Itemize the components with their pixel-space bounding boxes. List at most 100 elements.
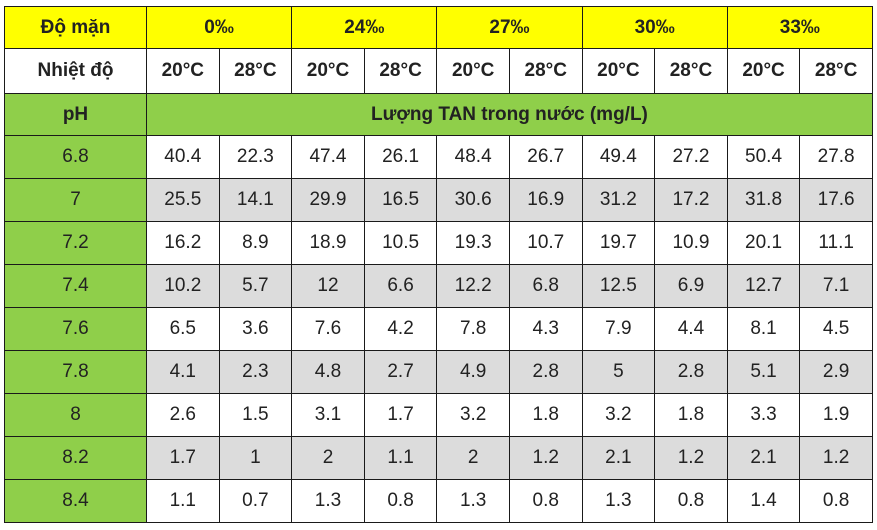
tan-value-cell: 30.6 [436,178,510,222]
tan-value-cell: 2.6 [146,393,220,437]
ph-value: 7.8 [4,350,147,394]
tan-value-cell: 1.8 [654,393,728,437]
tan-table: Độ mặn 0‰ 24‰ 27‰ 30‰ 33‰ Nhiệt độ 20°C … [4,6,873,523]
temperature-header: 20°C [581,48,656,94]
temperature-header: 28°C [654,48,728,94]
tan-value-cell: 12.5 [581,264,656,308]
table-row: 7.8 4.1 2.3 4.8 2.7 4.9 2.8 5 2.8 5.1 2.9 [4,350,873,394]
tan-value-cell: 50.4 [726,135,801,179]
tan-value-cell: 4.1 [146,350,220,394]
tan-value-cell: 1.3 [581,479,656,523]
tan-value-cell: 20.1 [726,221,801,265]
temperature-row: Nhiệt độ 20°C 28°C 20°C 28°C 20°C 28°C 2… [4,48,873,94]
tan-value-cell: 12.7 [726,264,801,308]
salinity-header: 33‰ [726,6,873,49]
tan-value-cell: 5 [581,350,656,394]
table-row: 6.8 40.4 22.3 47.4 26.1 48.4 26.7 49.4 27.2 50.4 2… [4,135,873,179]
tan-value-cell: 19.7 [581,221,656,265]
table-row: 7.6 6.5 3.6 7.6 4.2 7.8 4.3 7.9 4.4 8.1 4.5 [4,307,873,351]
temperature-header: 28°C [363,48,438,94]
table-row: 8.2 1.7 1 2 1.1 2 1.2 2.1 1.2 2.1 1.2 [4,436,873,480]
ph-value: 8.4 [4,479,147,523]
tan-value-cell: 11.1 [799,221,873,265]
tan-value-cell: 2 [291,436,365,480]
tan-value-cell: 7.6 [291,307,365,351]
tan-value-cell: 12.2 [436,264,510,308]
subheader-row: pH Lượng TAN trong nước (mg/L) [4,93,873,136]
tan-value-cell: 2.3 [218,350,293,394]
temperature-label: Nhiệt độ [4,48,147,94]
salinity-row: Độ mặn 0‰ 24‰ 27‰ 30‰ 33‰ [4,6,873,49]
tan-value-cell: 8.1 [726,307,801,351]
tan-value-cell: 1.2 [799,436,873,480]
tan-value-cell: 17.2 [654,178,728,222]
tan-value-cell: 4.4 [654,307,728,351]
tan-value-cell: 47.4 [291,135,365,179]
tan-value-cell: 1.2 [508,436,583,480]
tan-value-cell: 14.1 [218,178,293,222]
tan-value-cell: 1.3 [291,479,365,523]
tan-value-cell: 18.9 [291,221,365,265]
table-row: 7.4 10.2 5.7 12 6.6 12.2 6.8 12.5 6.9 12.7 7.1 [4,264,873,308]
tan-value-cell: 10.5 [363,221,438,265]
tan-value-cell: 16.2 [146,221,220,265]
temperature-header: 28°C [799,48,873,94]
tan-value-cell: 1.9 [799,393,873,437]
tan-value-cell: 1.7 [363,393,438,437]
tan-value-cell: 3.1 [291,393,365,437]
ph-value: 6.8 [4,135,147,179]
tan-value-cell: 10.9 [654,221,728,265]
tan-value-cell: 25.5 [146,178,220,222]
table-row: 8.4 1.1 0.7 1.3 0.8 1.3 0.8 1.3 0.8 1.4 0.8 [4,479,873,523]
tan-value-cell: 31.8 [726,178,801,222]
ph-value: 7.6 [4,307,147,351]
tan-value-cell: 40.4 [146,135,220,179]
tan-value-cell: 1.3 [436,479,510,523]
tan-value-cell: 6.6 [363,264,438,308]
salinity-header: 0‰ [145,6,293,49]
tan-value-cell: 1.8 [508,393,583,437]
tan-value-cell: 1.5 [218,393,293,437]
tan-value-cell: 2 [436,436,510,480]
ph-label: pH [4,93,147,136]
tan-value-cell: 27.2 [654,135,728,179]
tan-value-cell: 29.9 [291,178,365,222]
ph-value: 8.2 [4,436,147,480]
tan-value-cell: 22.3 [218,135,293,179]
tan-value-cell: 6.8 [508,264,583,308]
table-row: 7 25.5 14.1 29.9 16.5 30.6 16.9 31.2 17.2 31.8 17.… [4,178,873,222]
temperature-header: 20°C [146,48,220,94]
tan-value-cell: 4.5 [799,307,873,351]
tan-value-cell: 10.2 [146,264,220,308]
tan-value-cell: 26.1 [363,135,438,179]
tan-value-cell: 31.2 [581,178,656,222]
tan-value-cell: 10.7 [508,221,583,265]
temperature-header: 28°C [218,48,293,94]
tan-value-cell: 1.2 [654,436,728,480]
tan-value-cell: 12 [291,264,365,308]
tan-value-cell: 2.8 [654,350,728,394]
tan-value-cell: 5.1 [726,350,801,394]
tan-value-cell: 1.4 [726,479,801,523]
ph-value: 7.2 [4,221,147,265]
table-row: 7.2 16.2 8.9 18.9 10.5 19.3 10.7 19.7 10.9 20.1 11… [4,221,873,265]
temperature-header: 20°C [726,48,801,94]
tan-value-cell: 0.8 [363,479,438,523]
tan-value-cell: 2.1 [726,436,801,480]
tan-value-cell: 6.9 [654,264,728,308]
table-row: 8 2.6 1.5 3.1 1.7 3.2 1.8 3.2 1.8 3.3 1.9 [4,393,873,437]
ph-value: 8 [4,393,147,437]
tan-value-cell: 4.9 [436,350,510,394]
tan-value-cell: 3.3 [726,393,801,437]
salinity-header: 24‰ [291,6,438,49]
tan-value-cell: 7.1 [799,264,873,308]
tan-value-cell: 0.7 [218,479,293,523]
tan-value-cell: 3.2 [581,393,656,437]
tan-value-cell: 4.3 [508,307,583,351]
tan-value-cell: 26.7 [508,135,583,179]
ph-value: 7.4 [4,264,147,308]
tan-value-cell: 7.8 [436,307,510,351]
tan-value-cell: 19.3 [436,221,510,265]
tan-value-cell: 1.1 [146,479,220,523]
tan-value-cell: 1.7 [146,436,220,480]
